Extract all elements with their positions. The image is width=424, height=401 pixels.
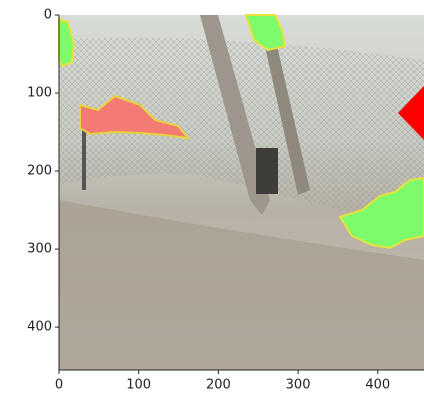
y-tick-label: 0 bbox=[44, 8, 52, 23]
y-tick-label: 200 bbox=[27, 164, 52, 179]
y-tick-label: 400 bbox=[27, 320, 52, 335]
y-tick-label: 300 bbox=[27, 242, 52, 257]
figure: 0 100 200 300 400 0 100 200 300 400 bbox=[0, 0, 424, 401]
x-tick-label: 0 bbox=[55, 378, 63, 393]
y-tick-label: 100 bbox=[27, 86, 52, 101]
x-tick-label: 200 bbox=[206, 378, 231, 393]
x-tick-label: 100 bbox=[126, 378, 151, 393]
x-tick-label: 300 bbox=[286, 378, 311, 393]
x-tick-label: 400 bbox=[365, 378, 390, 393]
photo bbox=[59, 15, 424, 370]
